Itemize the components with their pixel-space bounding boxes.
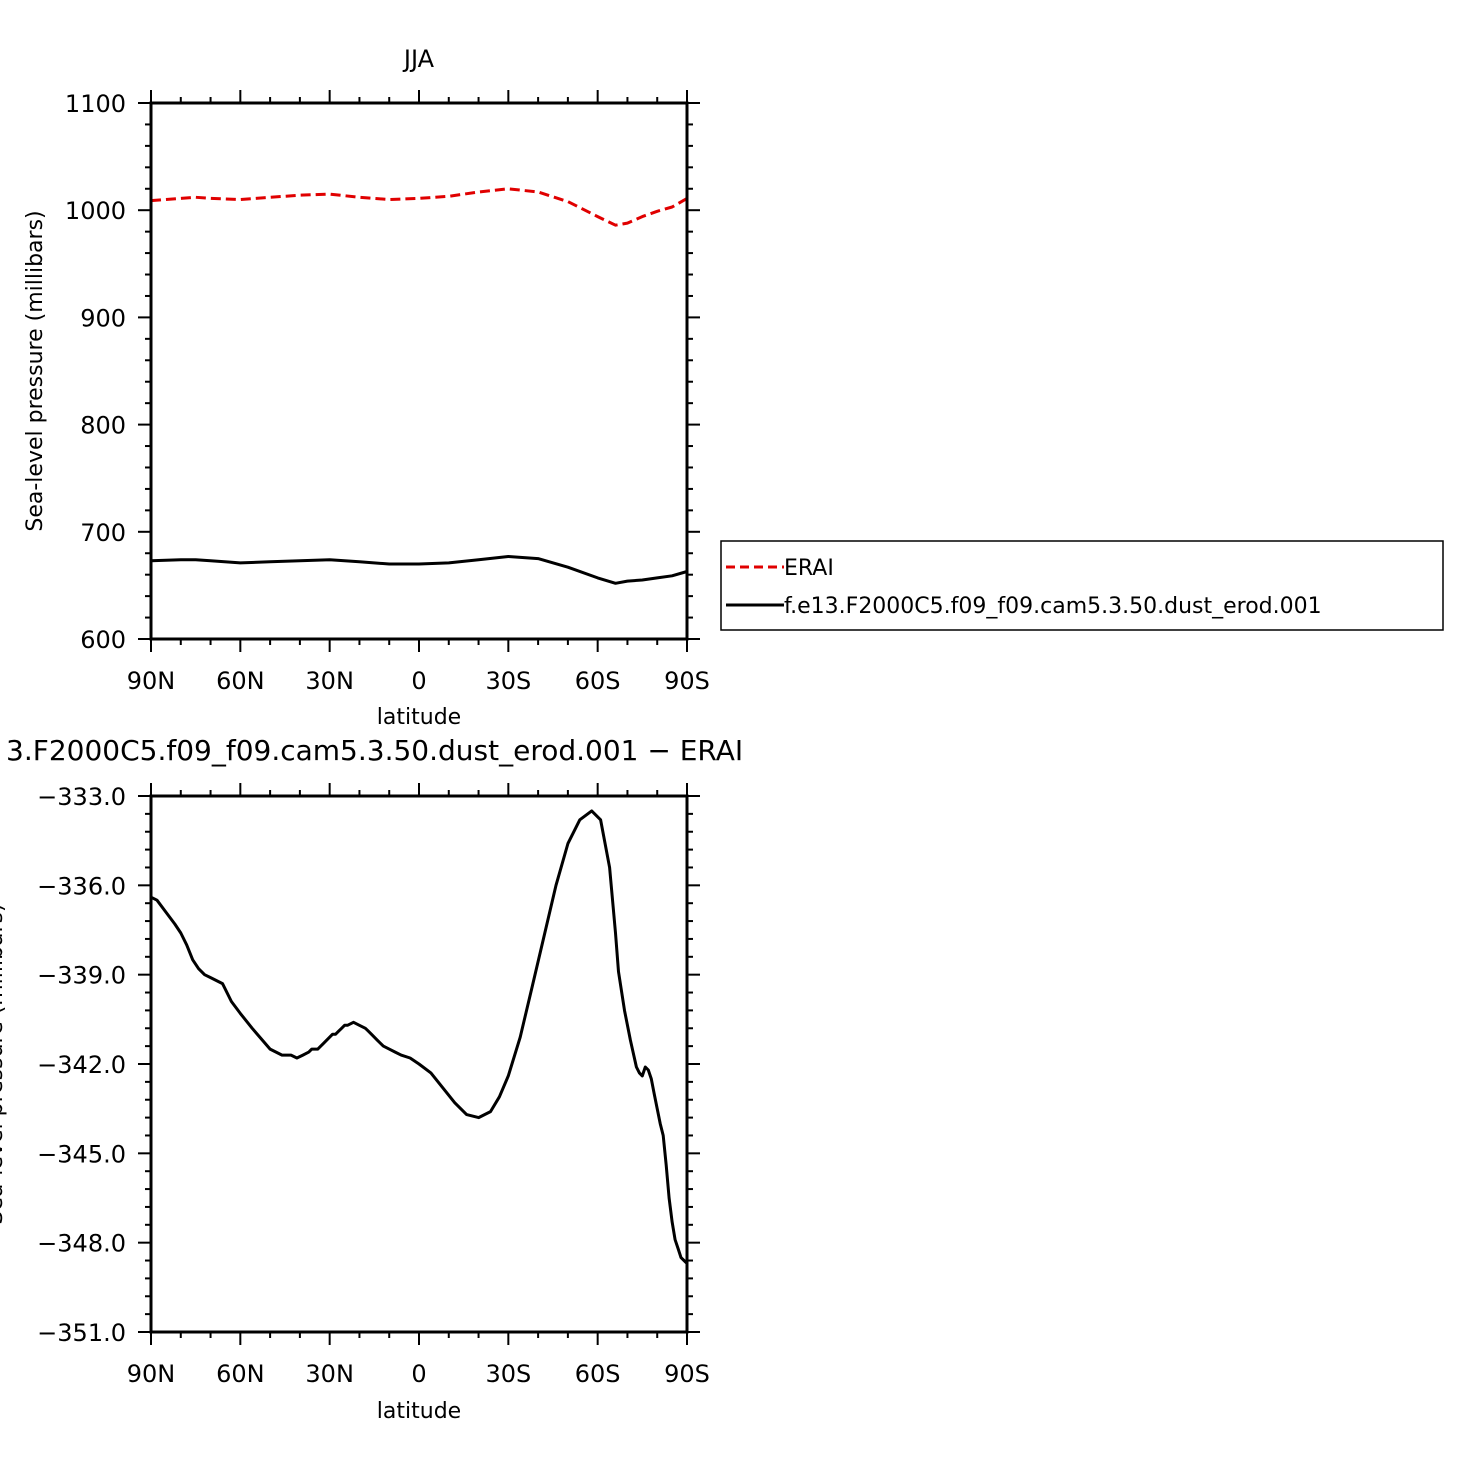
y-tick-label: −333.0 bbox=[37, 783, 126, 811]
top-y-tick-labels: 600 700 800 900 1000 1100 bbox=[65, 90, 126, 654]
x-tick-label: 60N bbox=[216, 667, 265, 695]
x-tick-label: 30N bbox=[305, 1360, 354, 1388]
y-tick-label: 900 bbox=[80, 304, 126, 332]
y-tick-label: −345.0 bbox=[37, 1140, 126, 1168]
top-panel-title: JJA bbox=[402, 45, 435, 73]
top-plot-series bbox=[150, 187, 688, 585]
x-tick-label: 30N bbox=[305, 667, 354, 695]
legend-label-erai: ERAI bbox=[784, 556, 834, 581]
x-tick-label: 30S bbox=[485, 667, 531, 695]
x-tick-label: 60N bbox=[216, 1360, 265, 1388]
series-line bbox=[150, 809, 689, 1265]
y-tick-label: 800 bbox=[80, 412, 126, 440]
x-tick-label: 90N bbox=[127, 667, 176, 695]
x-tick-label: 90S bbox=[664, 1360, 710, 1388]
series-line bbox=[150, 555, 688, 585]
legend: ERAI f.e13.F2000C5.f09_f09.cam5.3.50.dus… bbox=[720, 540, 1444, 631]
x-tick-label: 90N bbox=[127, 1360, 176, 1388]
bottom-x-axis-label: latitude bbox=[377, 1399, 461, 1424]
top-panel: JJA 600 700 800 900 1000 1100 90N 60N 30N 0 30S 60… bbox=[23, 45, 710, 730]
x-tick-label: 90S bbox=[664, 667, 710, 695]
top-plot-frame bbox=[149, 101, 689, 641]
y-tick-label: −342.0 bbox=[37, 1051, 126, 1079]
y-tick-label: −351.0 bbox=[37, 1319, 126, 1347]
top-axis-ticks bbox=[138, 90, 700, 652]
y-tick-label: 1000 bbox=[65, 197, 126, 225]
bottom-x-tick-labels: 90N 60N 30N 0 30S 60S 90S bbox=[127, 1360, 710, 1388]
bottom-panel: 3.F2000C5.f09_f09.cam5.3.50.dust_erod.00… bbox=[0, 734, 743, 1424]
bottom-y-tick-labels: −351.0 −348.0 −345.0 −342.0 −339.0 −336.0 −333… bbox=[37, 783, 126, 1347]
y-tick-label: −339.0 bbox=[37, 962, 126, 990]
x-tick-label: 30S bbox=[485, 1360, 531, 1388]
x-tick-label: 60S bbox=[575, 1360, 621, 1388]
top-y-axis-label: Sea-level pressure (millibars) bbox=[23, 210, 48, 531]
y-tick-label: −336.0 bbox=[37, 872, 126, 900]
bottom-plot-frame bbox=[149, 794, 689, 1334]
x-tick-label: 0 bbox=[411, 667, 426, 695]
y-tick-label: 1100 bbox=[65, 90, 126, 118]
legend-box bbox=[720, 540, 1444, 631]
bottom-y-axis-label: Sea-level pressure (millibars) bbox=[0, 903, 8, 1224]
bottom-panel-title: 3.F2000C5.f09_f09.cam5.3.50.dust_erod.00… bbox=[6, 734, 743, 767]
legend-label-model: f.e13.F2000C5.f09_f09.cam5.3.50.dust_ero… bbox=[784, 594, 1322, 619]
y-tick-label: 600 bbox=[80, 626, 126, 654]
series-line bbox=[150, 187, 688, 227]
bottom-plot-series bbox=[150, 809, 689, 1265]
y-tick-label: −348.0 bbox=[37, 1230, 126, 1258]
top-x-axis-label: latitude bbox=[377, 705, 461, 730]
x-tick-label: 60S bbox=[575, 667, 621, 695]
top-x-tick-labels: 90N 60N 30N 0 30S 60S 90S bbox=[127, 667, 710, 695]
y-tick-label: 700 bbox=[80, 519, 126, 547]
x-tick-label: 0 bbox=[411, 1360, 426, 1388]
